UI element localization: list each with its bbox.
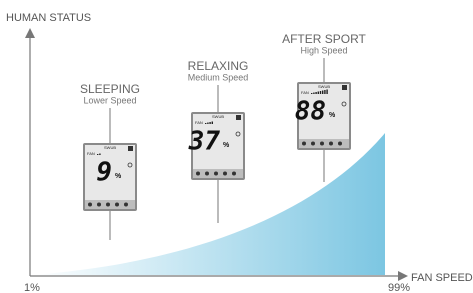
- model-label: SWUB: [212, 114, 224, 119]
- mode-title: RELAXING: [188, 59, 249, 73]
- mode-title: AFTER SPORT: [282, 32, 366, 46]
- bottom-icon: [214, 172, 218, 176]
- fan-bar: [311, 93, 312, 94]
- fan-bar: [205, 123, 206, 124]
- display-unit: %: [223, 142, 230, 149]
- bottom-icon: [97, 203, 101, 207]
- bottom-icon: [338, 142, 342, 146]
- fan-bar: [99, 154, 100, 156]
- bottom-icon: [196, 172, 200, 176]
- fan-bar: [318, 92, 319, 95]
- fan-bar: [207, 123, 208, 125]
- display-value: 88: [295, 97, 326, 127]
- bottom-icon: [106, 203, 110, 207]
- x-arrow: [398, 271, 408, 281]
- fan-bar: [313, 93, 314, 95]
- fan-label: FAN: [301, 90, 309, 95]
- display-value: 37: [188, 127, 221, 157]
- mode-subtitle: Lower Speed: [83, 95, 136, 105]
- model-label: SWUB: [318, 84, 330, 89]
- bottom-icon: [88, 203, 92, 207]
- mode-subtitle: Medium Speed: [188, 72, 249, 82]
- x-max-label: 99%: [388, 282, 410, 293]
- bottom-icon: [311, 142, 315, 146]
- bottom-icon: [223, 172, 227, 176]
- fan-bar: [320, 91, 321, 94]
- mode-icon: [236, 115, 241, 120]
- fan-bar: [324, 90, 325, 94]
- fan-bar: [326, 90, 327, 95]
- bottom-icon: [320, 142, 324, 146]
- fan-label: FAN: [195, 120, 203, 125]
- fan-label: FAN: [87, 151, 95, 156]
- fan-bar: [212, 122, 213, 125]
- model-label: SWUB: [104, 145, 116, 150]
- display-value: 9: [96, 158, 112, 188]
- mode-icon: [342, 85, 347, 90]
- y-arrow: [25, 28, 35, 38]
- x-min-label: 1%: [24, 282, 40, 293]
- fan-bar: [97, 154, 98, 155]
- bottom-icon: [329, 142, 333, 146]
- mode-icon: [128, 146, 133, 151]
- bottom-icon: [302, 142, 306, 146]
- fan-bar: [315, 92, 316, 94]
- bottom-icon: [232, 172, 236, 176]
- fan-bar: [322, 91, 323, 95]
- mode-title: SLEEPING: [80, 82, 140, 96]
- bottom-icon: [205, 172, 209, 176]
- mode-subtitle: High Speed: [300, 45, 347, 55]
- infographic: HUMAN STATUS FAN SPEED 1% 99% SLEEPINGLo…: [0, 0, 473, 293]
- display-unit: %: [329, 112, 336, 119]
- bottom-icon: [124, 203, 128, 207]
- bottom-icon: [115, 203, 119, 207]
- display-unit: %: [115, 173, 122, 180]
- x-axis-label: FAN SPEED: [411, 272, 473, 284]
- fan-bar: [209, 122, 210, 124]
- y-axis-label: HUMAN STATUS: [6, 12, 91, 24]
